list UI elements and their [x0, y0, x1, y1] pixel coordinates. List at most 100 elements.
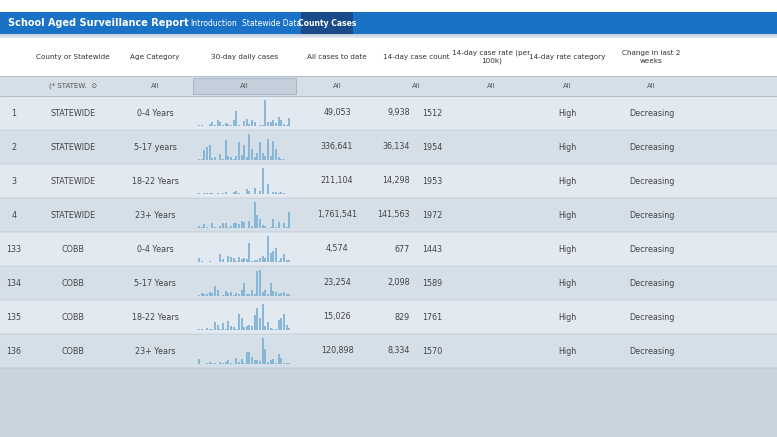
Text: 0-4 Years: 0-4 Years: [137, 244, 173, 253]
Bar: [277, 117, 280, 126]
Bar: [219, 329, 221, 330]
Bar: [270, 156, 272, 160]
Bar: [275, 292, 277, 296]
Bar: [227, 156, 229, 160]
Bar: [200, 159, 203, 160]
Bar: [241, 222, 242, 228]
Bar: [225, 140, 227, 160]
Bar: [277, 222, 280, 228]
Bar: [0, 38, 777, 76]
Bar: [225, 291, 227, 296]
Bar: [193, 78, 296, 94]
Bar: [227, 226, 229, 228]
Bar: [235, 223, 237, 228]
Bar: [204, 150, 205, 160]
Bar: [0, 232, 777, 266]
Text: High: High: [558, 244, 576, 253]
Text: High: High: [558, 142, 576, 152]
Bar: [267, 122, 269, 126]
Text: All: All: [487, 83, 496, 89]
Bar: [262, 304, 263, 330]
Bar: [235, 156, 237, 160]
Text: 1: 1: [12, 108, 16, 118]
Bar: [241, 155, 242, 160]
Bar: [254, 260, 256, 262]
Text: 9,938: 9,938: [387, 108, 409, 118]
Bar: [211, 223, 213, 228]
Bar: [219, 362, 221, 364]
Text: Age Category: Age Category: [131, 54, 179, 60]
Text: 1954: 1954: [422, 142, 442, 152]
Bar: [259, 219, 261, 228]
Bar: [222, 259, 224, 262]
Text: All: All: [333, 83, 341, 89]
Text: School Aged Surveillance Report: School Aged Surveillance Report: [8, 18, 189, 28]
Text: COBB: COBB: [61, 347, 85, 356]
Bar: [227, 125, 229, 126]
Bar: [227, 320, 229, 330]
Bar: [277, 320, 280, 330]
Bar: [243, 363, 246, 364]
Bar: [254, 294, 256, 296]
Bar: [251, 357, 253, 364]
Bar: [256, 308, 259, 330]
Bar: [200, 293, 203, 296]
Text: All: All: [647, 83, 656, 89]
Bar: [264, 326, 267, 330]
Text: 18-22 Years: 18-22 Years: [131, 177, 179, 185]
Bar: [277, 193, 280, 194]
Text: 133: 133: [6, 244, 22, 253]
Bar: [0, 198, 777, 232]
Bar: [280, 318, 282, 330]
Bar: [225, 329, 227, 330]
Bar: [200, 261, 203, 262]
Bar: [262, 225, 263, 228]
Bar: [249, 124, 250, 126]
Bar: [243, 145, 246, 160]
Bar: [267, 362, 269, 364]
Text: COBB: COBB: [61, 278, 85, 288]
Bar: [198, 125, 200, 126]
Bar: [225, 362, 227, 364]
Bar: [238, 257, 240, 262]
Bar: [214, 363, 216, 364]
Text: All: All: [412, 83, 420, 89]
Bar: [259, 258, 261, 262]
Bar: [273, 120, 274, 126]
Bar: [238, 193, 240, 194]
Text: 136: 136: [6, 347, 22, 356]
Text: All: All: [151, 83, 159, 89]
Bar: [256, 360, 259, 364]
Bar: [232, 327, 235, 330]
Bar: [251, 149, 253, 160]
Text: 30-day daily cases: 30-day daily cases: [211, 54, 278, 60]
Bar: [259, 142, 261, 160]
Bar: [280, 258, 282, 262]
Bar: [232, 258, 235, 262]
Text: 4: 4: [12, 211, 16, 219]
Bar: [275, 192, 277, 194]
Bar: [235, 261, 237, 262]
Text: High: High: [558, 347, 576, 356]
Bar: [264, 258, 267, 262]
Bar: [217, 325, 218, 330]
Text: 23+ Years: 23+ Years: [134, 211, 176, 219]
Text: 1589: 1589: [422, 278, 442, 288]
Bar: [254, 188, 256, 194]
Bar: [238, 294, 240, 296]
Bar: [301, 12, 353, 34]
Bar: [209, 261, 211, 262]
Bar: [283, 315, 285, 330]
Text: 1,761,541: 1,761,541: [317, 211, 357, 219]
Bar: [270, 284, 272, 296]
Bar: [275, 363, 277, 364]
Bar: [256, 271, 259, 296]
Bar: [200, 125, 203, 126]
Text: 141,563: 141,563: [378, 211, 409, 219]
Bar: [264, 290, 267, 296]
Bar: [0, 300, 777, 334]
Bar: [288, 118, 291, 126]
Bar: [0, 76, 777, 96]
Bar: [264, 156, 267, 160]
Bar: [204, 193, 205, 194]
